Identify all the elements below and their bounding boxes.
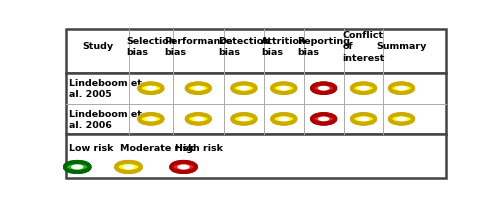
Text: Detection
bias: Detection bias xyxy=(218,37,270,57)
Circle shape xyxy=(65,162,90,172)
Bar xyxy=(66,135,446,179)
Circle shape xyxy=(71,165,84,170)
Circle shape xyxy=(145,117,156,122)
Circle shape xyxy=(352,84,375,94)
Text: Reporting
bias: Reporting bias xyxy=(297,37,350,57)
Text: High risk: High risk xyxy=(175,143,223,152)
Circle shape xyxy=(358,86,370,91)
Circle shape xyxy=(396,117,407,122)
Circle shape xyxy=(232,84,256,94)
Text: Moderate risk: Moderate risk xyxy=(120,143,194,152)
Circle shape xyxy=(116,162,141,172)
Circle shape xyxy=(186,115,210,124)
Circle shape xyxy=(358,117,370,122)
Circle shape xyxy=(139,84,162,94)
Text: Selection
bias: Selection bias xyxy=(126,37,176,57)
Circle shape xyxy=(318,117,330,122)
Circle shape xyxy=(238,86,250,91)
Circle shape xyxy=(178,165,190,170)
Circle shape xyxy=(171,162,196,172)
Circle shape xyxy=(278,117,289,122)
Text: Lindeboom et
al. 2006: Lindeboom et al. 2006 xyxy=(69,109,142,129)
Circle shape xyxy=(312,84,336,94)
Text: Conflict
of
interest: Conflict of interest xyxy=(342,31,384,62)
Circle shape xyxy=(352,115,375,124)
Circle shape xyxy=(272,84,295,94)
Text: Study: Study xyxy=(82,42,114,51)
Circle shape xyxy=(192,86,204,91)
Circle shape xyxy=(145,86,156,91)
Circle shape xyxy=(272,115,295,124)
Text: Lindeboom et
al. 2005: Lindeboom et al. 2005 xyxy=(69,79,142,99)
Circle shape xyxy=(390,84,413,94)
Circle shape xyxy=(122,165,134,170)
Circle shape xyxy=(312,115,336,124)
Circle shape xyxy=(139,115,162,124)
Circle shape xyxy=(238,117,250,122)
Text: Attrition
bias: Attrition bias xyxy=(261,37,306,57)
Circle shape xyxy=(278,86,289,91)
Circle shape xyxy=(232,115,256,124)
Circle shape xyxy=(318,86,330,91)
Circle shape xyxy=(390,115,413,124)
Bar xyxy=(66,74,446,135)
Text: Summary: Summary xyxy=(376,42,426,51)
Text: Performance
bias: Performance bias xyxy=(164,37,232,57)
Circle shape xyxy=(396,86,407,91)
Bar xyxy=(66,29,446,74)
Text: Low risk: Low risk xyxy=(68,143,113,152)
Circle shape xyxy=(186,84,210,94)
Circle shape xyxy=(192,117,204,122)
